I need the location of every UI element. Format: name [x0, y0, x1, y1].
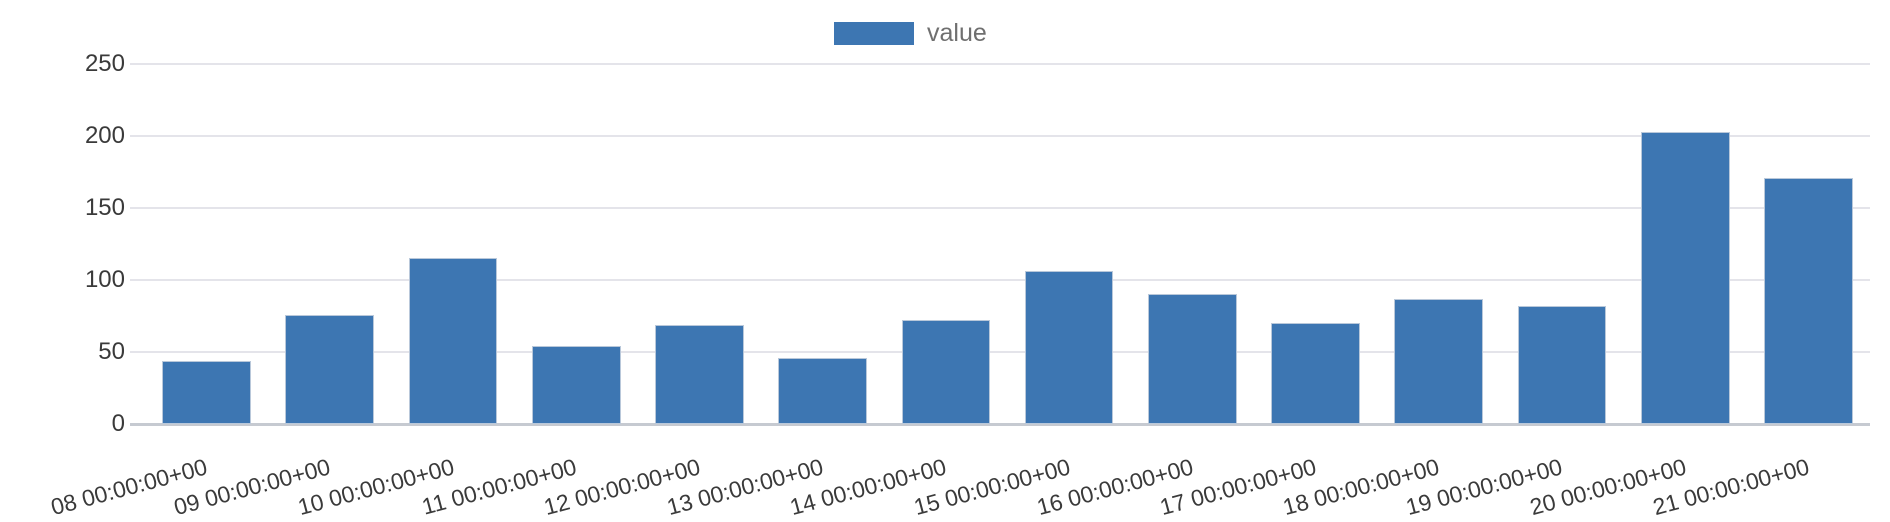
gridline	[130, 279, 1870, 281]
legend-item[interactable]: value	[834, 21, 987, 46]
bar[interactable]	[162, 360, 251, 424]
bar[interactable]	[1148, 294, 1237, 424]
bar-slot	[1500, 64, 1623, 424]
y-axis: 0 50 100 150 200 250	[0, 52, 125, 436]
bar-slot	[884, 64, 1007, 424]
y-axis-tick-label: 0	[111, 410, 125, 437]
bar-slot	[1131, 64, 1254, 424]
gridline	[130, 207, 1870, 209]
bar[interactable]	[778, 357, 868, 424]
bar[interactable]	[531, 346, 621, 424]
gridline	[130, 135, 1870, 137]
bar-slot	[268, 64, 391, 424]
bar-slot	[1377, 64, 1500, 424]
legend-label: value	[927, 19, 987, 47]
bar[interactable]	[285, 314, 375, 424]
bar[interactable]	[1024, 271, 1114, 424]
bar[interactable]	[1764, 177, 1853, 424]
x-axis-line	[130, 423, 1870, 426]
gridline	[130, 351, 1870, 353]
bar[interactable]	[655, 324, 744, 424]
y-axis-tick-label: 100	[84, 266, 125, 293]
bar[interactable]	[1271, 323, 1360, 424]
bar[interactable]	[901, 320, 991, 424]
bar-slot	[145, 64, 268, 424]
bar-slot	[515, 64, 638, 424]
x-slot: 21 00:00:00+00	[1650, 425, 1870, 520]
gridline	[130, 63, 1870, 65]
bar-slot	[391, 64, 514, 424]
y-axis-tick-label: 150	[84, 194, 125, 221]
y-axis-tick-label: 50	[98, 338, 125, 365]
bar[interactable]	[1517, 305, 1607, 424]
bar[interactable]	[408, 258, 498, 424]
legend-swatch	[834, 22, 914, 45]
bar-slot	[1624, 64, 1747, 424]
bar-slot	[1747, 64, 1870, 424]
bar-slot	[638, 64, 761, 424]
bar[interactable]	[1640, 131, 1730, 424]
y-axis-tick-label: 200	[84, 122, 125, 149]
x-axis: 08 00:00:00+00 09 00:00:00+00 10 00:00:00+…	[48, 425, 1870, 520]
bars-row	[145, 64, 1870, 424]
y-axis-tick-label: 250	[84, 50, 125, 77]
bar-slot	[1008, 64, 1131, 424]
bar[interactable]	[1394, 298, 1484, 424]
plot-area	[130, 63, 1870, 426]
bar-slot	[761, 64, 884, 424]
bar-slot	[1254, 64, 1377, 424]
